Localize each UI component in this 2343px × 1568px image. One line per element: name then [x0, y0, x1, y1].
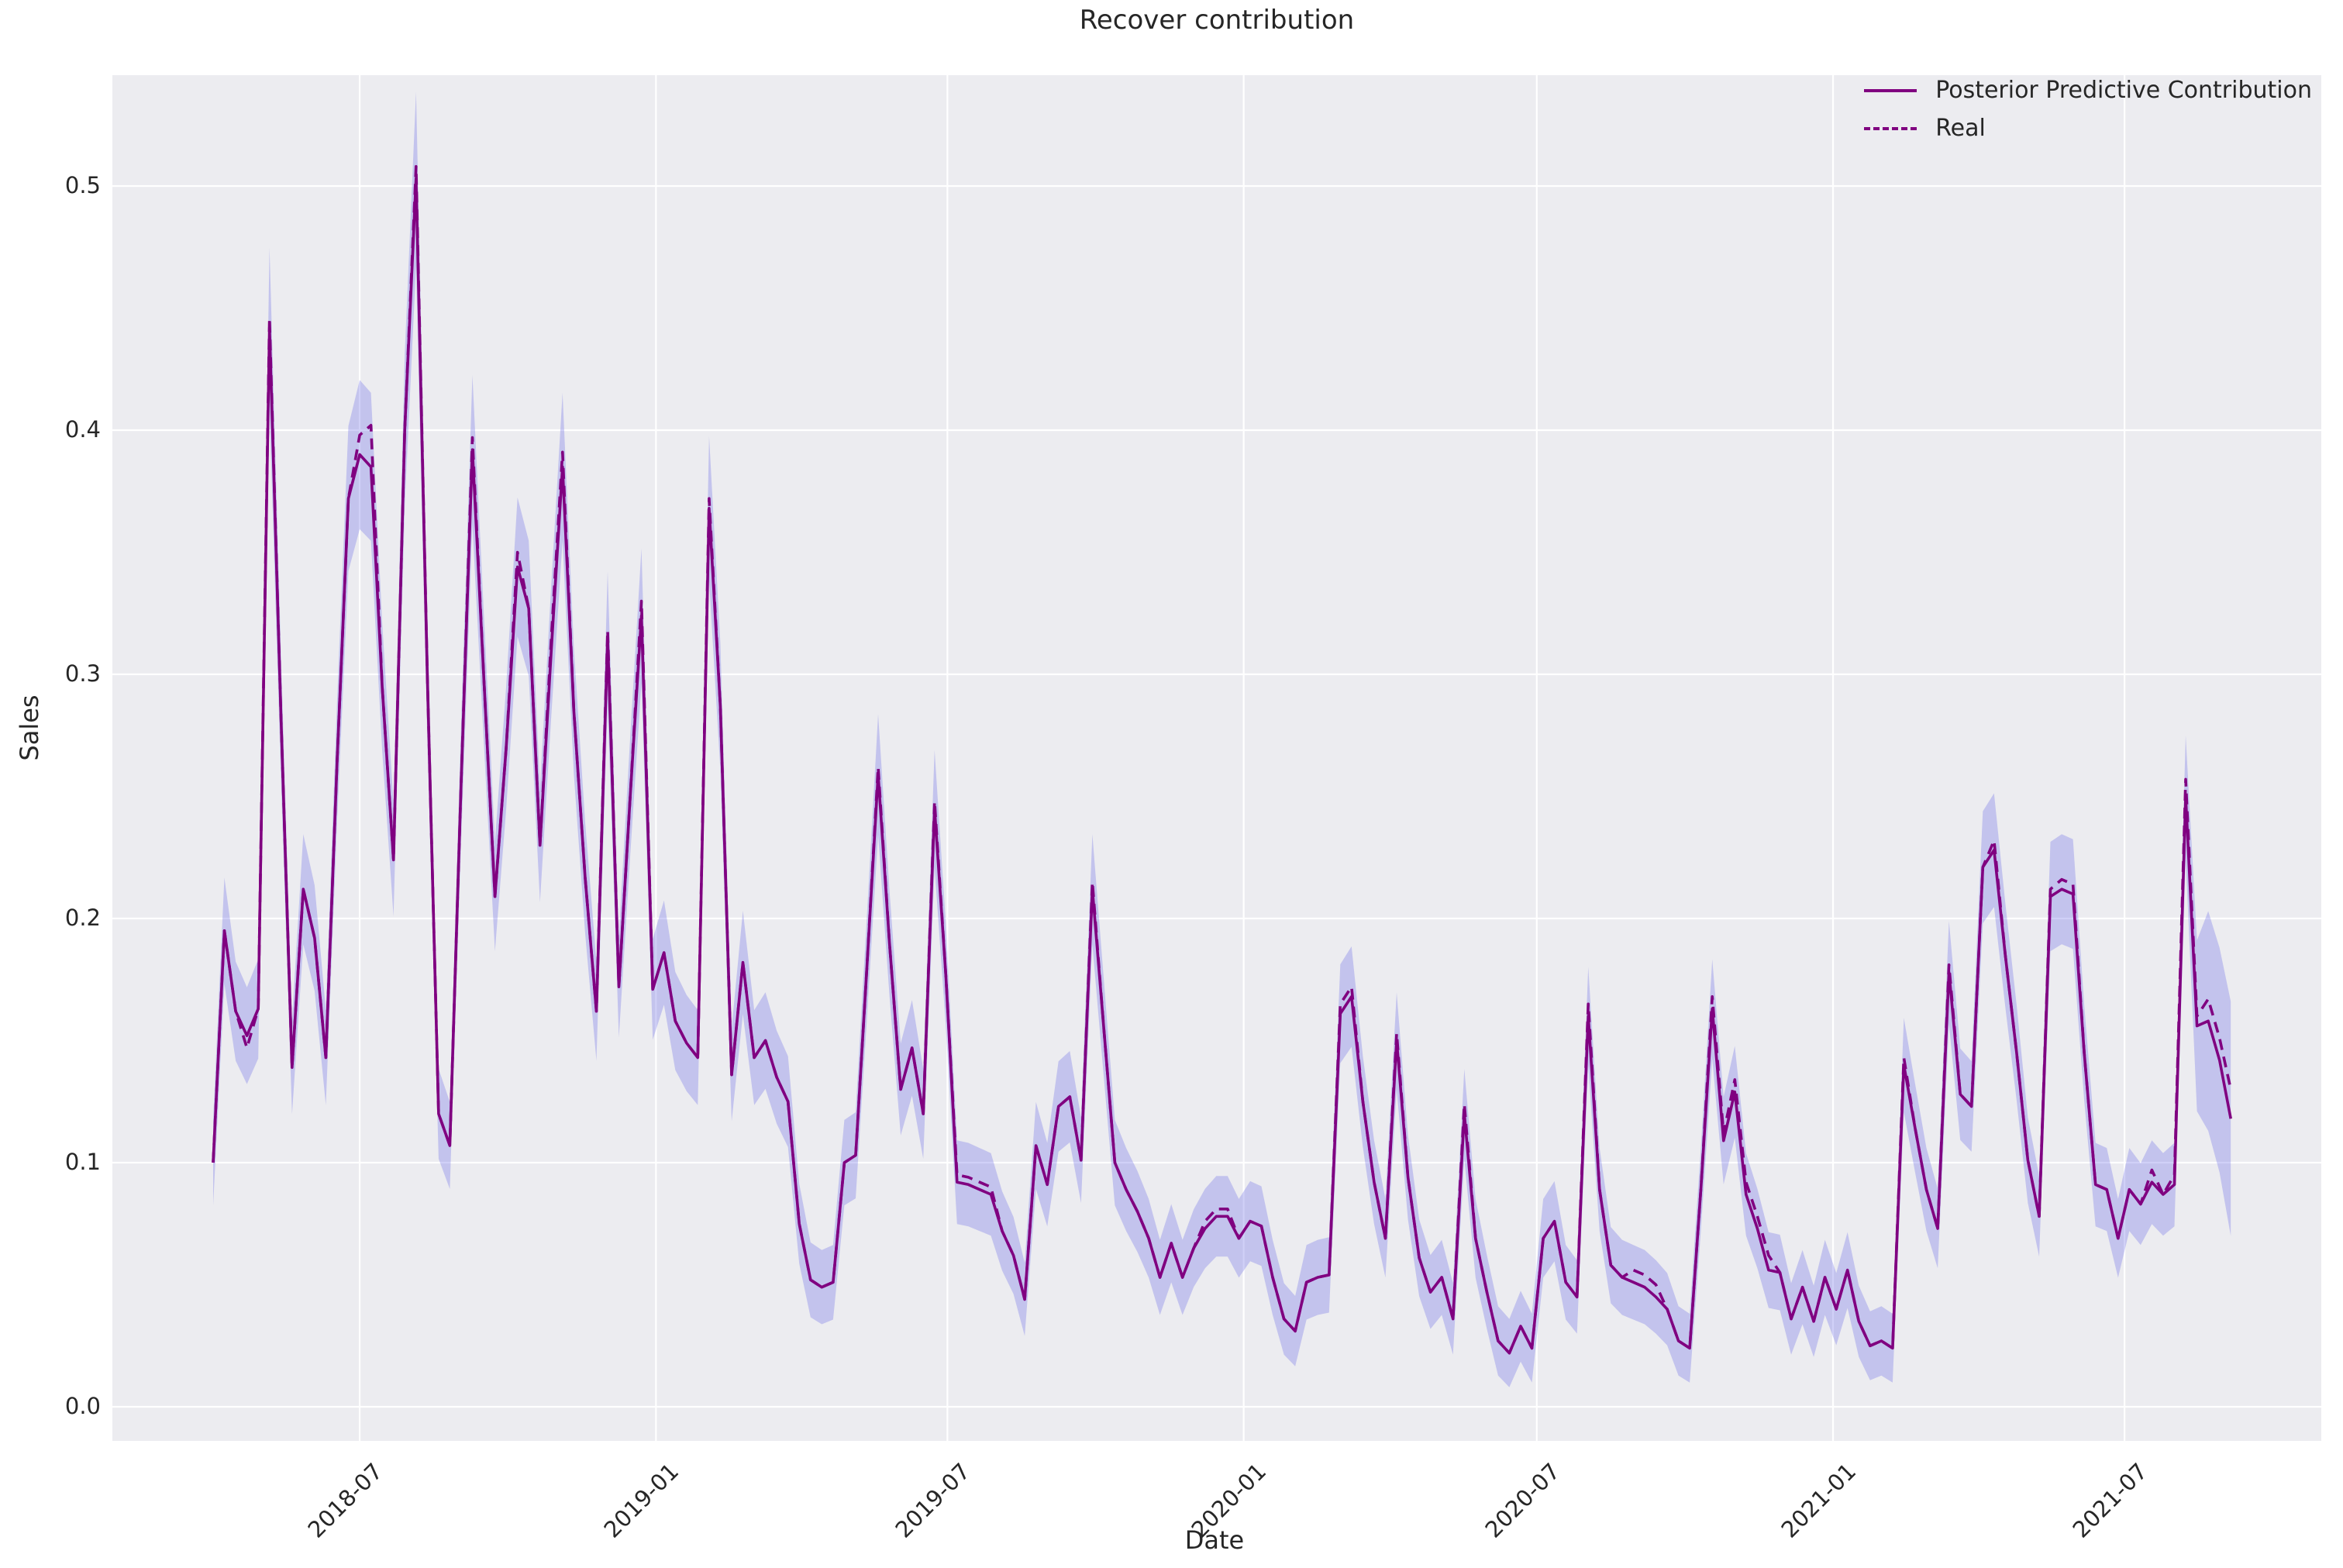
legend-label-posterior-predictive: Posterior Predictive Contribution	[1935, 77, 2312, 104]
plot-background	[112, 75, 2321, 1441]
x-axis-label: Date	[1184, 1525, 1245, 1555]
legend-item-posterior-predictive: Posterior Predictive Contribution	[1864, 78, 2312, 103]
y-tick-label: 0.5	[64, 172, 101, 198]
y-tick-label: 0.0	[64, 1393, 101, 1419]
real-line	[212, 165, 2232, 1355]
legend-dashed-line-icon	[1864, 126, 1917, 130]
legend: Posterior Predictive Contribution Real	[1864, 78, 2312, 141]
chart-title: Recover contribution	[1079, 5, 1355, 36]
legend-solid-line-icon	[1864, 88, 1917, 92]
y-tick-label: 0.1	[64, 1149, 101, 1175]
y-tick-label: 0.3	[64, 660, 101, 687]
y-tick-label: 0.4	[64, 416, 101, 443]
legend-label-real: Real	[1935, 115, 1986, 142]
legend-item-real: Real	[1864, 115, 1986, 141]
y-tick-label: 0.2	[64, 905, 101, 931]
